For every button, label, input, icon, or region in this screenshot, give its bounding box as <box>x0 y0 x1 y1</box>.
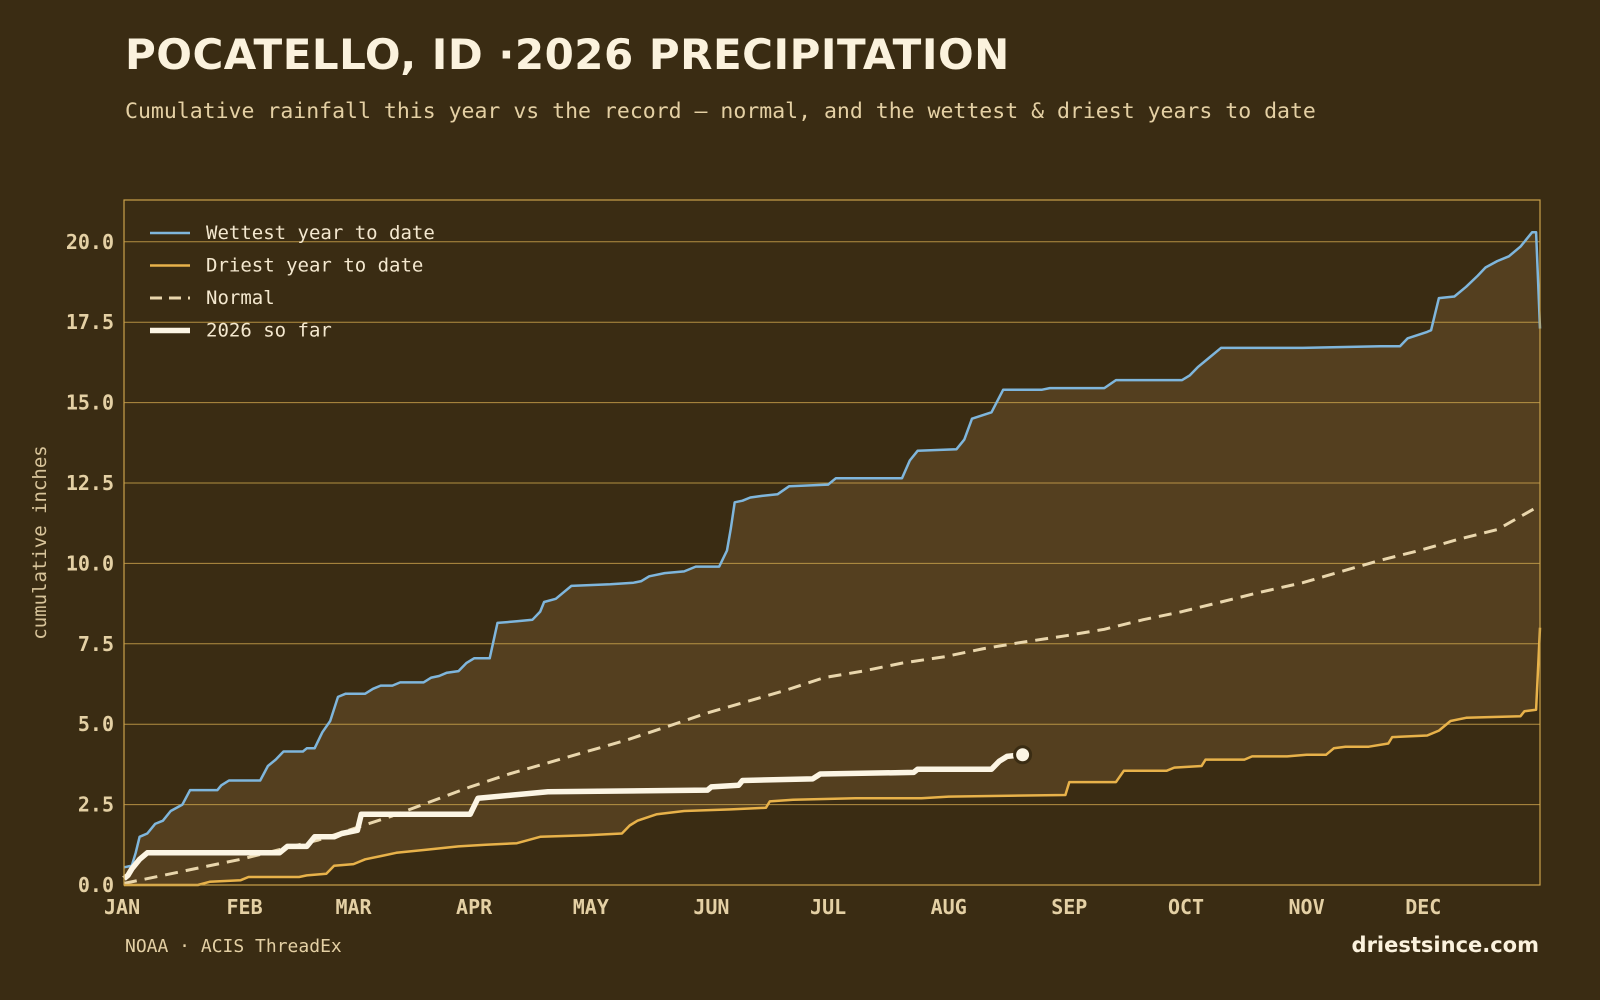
x-tick-may: MAY <box>573 895 609 919</box>
chart-subtitle: Cumulative rainfall this year vs the rec… <box>125 99 1316 124</box>
plot-frame <box>123 199 1541 886</box>
series-line-driest-year-to-date <box>124 627 1542 887</box>
x-tick-aug: AUG <box>931 895 967 919</box>
x-tick-mar: MAR <box>335 895 372 919</box>
y-axis-label: cumulative inches <box>29 445 51 639</box>
y-tick-17-5: 17.5 <box>66 310 114 334</box>
x-tick-oct: OCT <box>1168 895 1204 919</box>
y-tick-0-0: 0.0 <box>78 873 114 897</box>
legend-label-normal: Normal <box>206 287 275 309</box>
chart-title: POCATELLO, ID ·2026 PRECIPITATION <box>125 30 1010 79</box>
current-value-marker <box>1013 745 1033 765</box>
source-credit: NOAA · ACIS ThreadEx <box>125 936 342 957</box>
x-tick-dec: DEC <box>1405 895 1441 919</box>
x-tick-jan: JAN <box>104 895 140 919</box>
x-tick-sep: SEP <box>1051 895 1087 919</box>
brand-link[interactable]: driestsince.com <box>1351 933 1539 957</box>
series-line-wettest-year-to-date <box>123 230 1542 869</box>
x-tick-jul: JUL <box>810 895 846 919</box>
legend-label-driest-year-to-date: Driest year to date <box>206 255 423 277</box>
wettest-driest-band <box>124 232 1540 885</box>
y-tick-5-0: 5.0 <box>78 712 114 736</box>
y-tick-12-5: 12.5 <box>66 471 114 495</box>
legend: Wettest year to date Driest year to date N… <box>150 222 435 342</box>
x-tick-apr: APR <box>456 895 493 919</box>
y-tick-10-0: 10.0 <box>66 551 114 575</box>
x-tick-jun: JUN <box>693 895 729 919</box>
y-tick-7-5: 7.5 <box>78 632 114 656</box>
series-line-2026-so-far <box>122 752 1023 881</box>
x-tick-nov: NOV <box>1289 895 1325 919</box>
record-band-layer <box>124 232 1540 885</box>
series-lines <box>122 230 1542 887</box>
x-tick-feb: FEB <box>227 895 263 919</box>
gridlines <box>124 241 1540 886</box>
y-tick-20-0: 20.0 <box>66 230 114 254</box>
x-tick-labels: JAN FEB MAR APR MAY JUN JUL AUG SEP OCT NOV DEC <box>104 895 1441 919</box>
legend-label-2026-so-far: 2026 so far <box>206 320 332 342</box>
y-tick-labels: 0.0 2.5 5.0 7.5 10.0 12.5 15.0 17.5 20.0 <box>66 230 114 897</box>
y-tick-15-0: 15.0 <box>66 391 114 415</box>
y-tick-2-5: 2.5 <box>78 793 114 817</box>
legend-label-wettest-year-to-date: Wettest year to date <box>206 222 435 244</box>
